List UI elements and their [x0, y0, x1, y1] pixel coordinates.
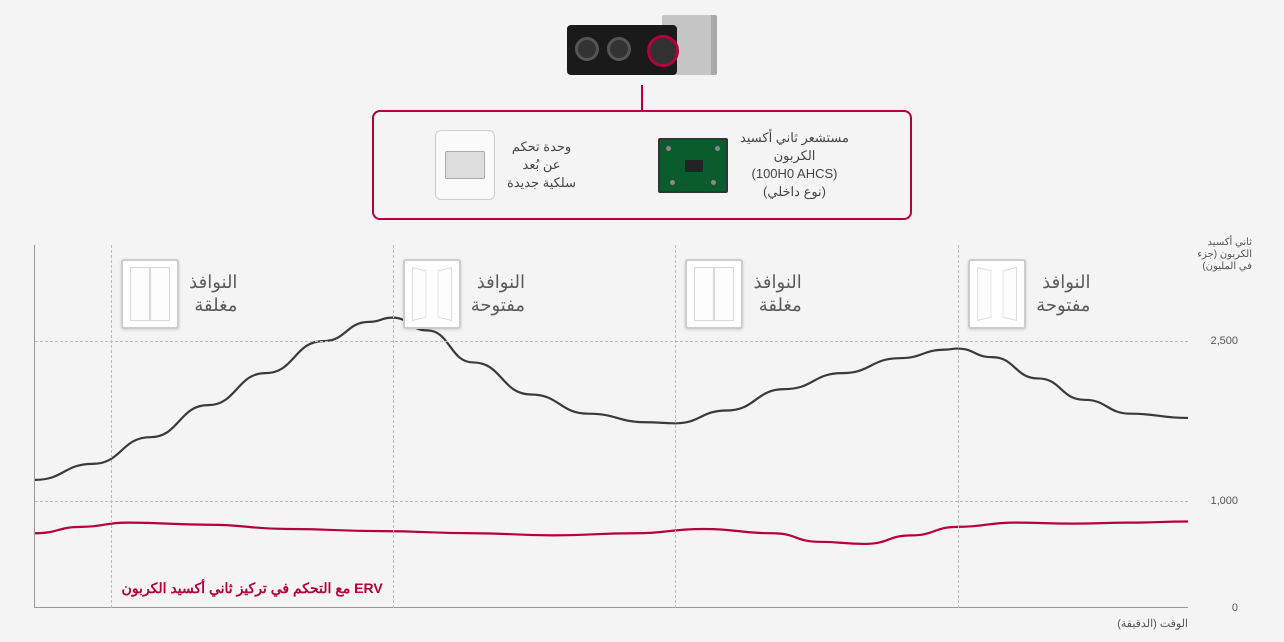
- window-state-group: النوافذمغلقة: [121, 259, 237, 329]
- window-open-icon: [403, 259, 461, 329]
- sensor-highlight-ring: [647, 35, 679, 67]
- y-axis-title: ثاني أكسيد الكربون (جزء في المليون): [1182, 237, 1252, 273]
- window-state-label: النوافذمفتوحة: [1036, 271, 1090, 318]
- remote-controller-item: وحدة تحكمعن بُعدسلكية جديدة: [435, 130, 576, 200]
- top-section: وحدة تحكمعن بُعدسلكية جديدة مستشعر ثاني …: [0, 0, 1284, 220]
- chart-series-line: [35, 522, 1188, 544]
- co2-sensor-label: مستشعر ثاني أكسيدالكربون(100H0 AHCS)(نوع…: [740, 129, 849, 202]
- co2-sensor-item: مستشعر ثاني أكسيدالكربون(100H0 AHCS)(نوع…: [658, 129, 849, 202]
- y-tick-label: 2,500: [1193, 335, 1238, 347]
- gridline-v: [111, 245, 112, 608]
- window-state-label: النوافذمفتوحة: [471, 271, 525, 318]
- window-state-label: النوافذمغلقة: [189, 271, 237, 318]
- window-closed-icon: [685, 259, 743, 329]
- remote-controller-label: وحدة تحكمعن بُعدسلكية جديدة: [507, 138, 576, 193]
- erv-series-label: ERV مع التحكم في تركيز ثاني أكسيد الكربو…: [122, 580, 383, 597]
- window-state-group: النوافذمفتوحة: [403, 259, 525, 329]
- gridline-v: [675, 245, 676, 608]
- pcb-board-icon: [658, 138, 728, 193]
- y-tick-label: 1,000: [1193, 495, 1238, 507]
- remote-controller-icon: [435, 130, 495, 200]
- gridline-v: [958, 245, 959, 608]
- chart-plot: 01,0002,500النوافذمغلقةالنوافذمفتوحةالنو…: [34, 245, 1188, 608]
- window-state-label: النوافذمغلقة: [753, 271, 801, 318]
- gridline-h: [35, 341, 1188, 342]
- x-axis-title: الوقت (الدقيقة): [1117, 617, 1188, 630]
- chart-area: ثاني أكسيد الكربون (جزء في المليون) 01,0…: [34, 245, 1250, 630]
- window-closed-icon: [121, 259, 179, 329]
- window-state-group: النوافذمفتوحة: [968, 259, 1090, 329]
- gridline-h: [35, 501, 1188, 502]
- y-tick-label: 0: [1193, 602, 1238, 614]
- connector-line: [641, 85, 643, 110]
- window-open-icon: [968, 259, 1026, 329]
- callout-box: وحدة تحكمعن بُعدسلكية جديدة مستشعر ثاني …: [372, 110, 912, 220]
- gridline-v: [393, 245, 394, 608]
- erv-device-image: [567, 15, 717, 85]
- window-state-group: النوافذمغلقة: [685, 259, 801, 329]
